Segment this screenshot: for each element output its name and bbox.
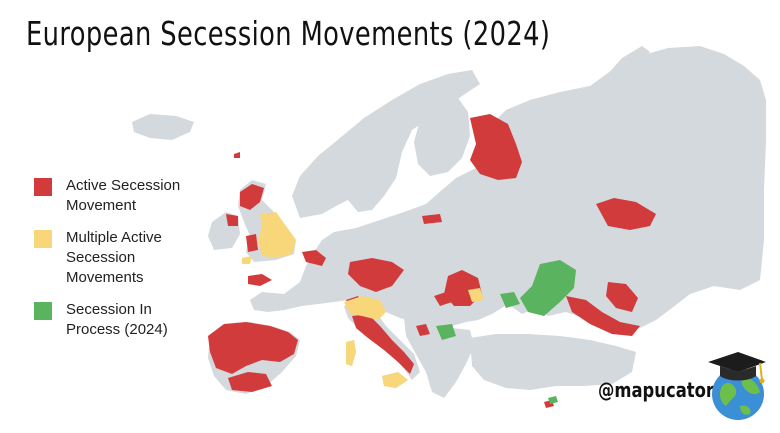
- region-brittany: [248, 274, 272, 286]
- legend-item-active: Active Secession Movement: [34, 176, 209, 216]
- scandinavia: [292, 70, 480, 218]
- region-republika-srpska: [436, 324, 456, 340]
- process-regions: [436, 260, 576, 404]
- region-tatarstan: [596, 198, 656, 230]
- region-chechnya: [606, 282, 638, 312]
- legend-label-process: Secession In Process (2024): [66, 301, 168, 338]
- legend-label-active: Active Secession Movement: [66, 177, 181, 214]
- region-england: [258, 212, 296, 258]
- region-flanders: [302, 250, 326, 266]
- region-serbia: [416, 324, 430, 336]
- region-scotland: [240, 184, 264, 210]
- graduation-cap-globe-icon: [708, 352, 766, 420]
- finland: [414, 98, 470, 176]
- region-andalusia: [228, 372, 272, 392]
- map-title: European Secession Movements (2024): [26, 14, 551, 53]
- region-northern-ireland: [226, 214, 238, 226]
- novaya-zemlya: [606, 46, 650, 80]
- multiple-regions: [242, 212, 484, 388]
- legend-swatch-multiple: [34, 230, 52, 248]
- legend-item-multiple: Multiple Active Secession Movements: [34, 228, 209, 288]
- legend: Active Secession Movement Multiple Activ…: [34, 176, 209, 352]
- region-catalonia: [208, 322, 298, 374]
- region-kurdistan: [566, 296, 640, 336]
- region-kaliningrad: [422, 214, 442, 224]
- region-moldova: [434, 292, 452, 306]
- legend-swatch-process: [34, 302, 52, 320]
- region-northern-italy: [344, 296, 386, 320]
- balkans: [404, 318, 474, 398]
- region-bavaria: [348, 258, 404, 292]
- region-faroe: [234, 152, 240, 158]
- region-sicily: [382, 372, 408, 388]
- region-wales: [246, 234, 258, 252]
- region-crimea: [500, 292, 520, 308]
- legend-label-multiple: Multiple Active Secession Movements: [66, 229, 162, 286]
- legend-swatch-active: [34, 178, 52, 196]
- region-karelia: [470, 114, 522, 180]
- region-northern-cyprus: [548, 396, 558, 404]
- anatolia: [470, 334, 636, 390]
- region-eastern-ukraine: [520, 260, 576, 316]
- region-venice: [352, 314, 414, 374]
- iceland: [132, 114, 194, 140]
- credit-handle: @mapucator: [598, 378, 714, 402]
- region-sardinia: [346, 340, 356, 366]
- region-cornwall: [242, 256, 252, 264]
- legend-item-process: Secession In Process (2024): [34, 300, 209, 340]
- region-gagauzia: [468, 288, 484, 302]
